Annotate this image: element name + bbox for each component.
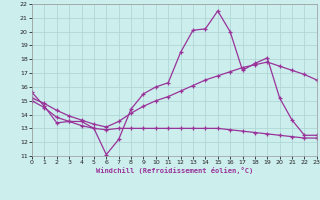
X-axis label: Windchill (Refroidissement éolien,°C): Windchill (Refroidissement éolien,°C) [96,167,253,174]
